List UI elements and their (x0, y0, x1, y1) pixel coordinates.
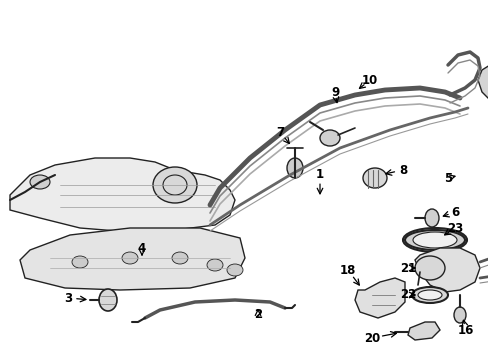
Ellipse shape (319, 130, 339, 146)
Ellipse shape (402, 228, 466, 252)
Polygon shape (20, 228, 244, 290)
Text: 3: 3 (64, 292, 72, 305)
Ellipse shape (453, 307, 465, 323)
Text: 7: 7 (275, 126, 284, 139)
Ellipse shape (30, 175, 50, 189)
Ellipse shape (153, 167, 197, 203)
Polygon shape (354, 278, 404, 318)
Ellipse shape (286, 158, 303, 178)
Ellipse shape (424, 209, 438, 227)
Polygon shape (407, 322, 439, 340)
Ellipse shape (172, 252, 187, 264)
Ellipse shape (411, 287, 447, 303)
Ellipse shape (417, 290, 441, 300)
Polygon shape (414, 248, 479, 292)
Text: 9: 9 (330, 85, 339, 99)
Ellipse shape (226, 264, 243, 276)
Ellipse shape (414, 256, 444, 280)
Ellipse shape (206, 259, 223, 271)
Text: 18: 18 (339, 264, 355, 276)
Text: 5: 5 (443, 171, 451, 184)
Text: 16: 16 (457, 324, 473, 337)
Text: 6: 6 (450, 206, 458, 219)
Polygon shape (10, 158, 235, 232)
Text: 2: 2 (253, 309, 262, 321)
Text: 22: 22 (399, 288, 415, 302)
Text: 4: 4 (138, 242, 146, 255)
Ellipse shape (412, 232, 456, 248)
Text: 21: 21 (399, 261, 415, 274)
Text: 1: 1 (315, 168, 324, 181)
Text: 23: 23 (446, 221, 462, 234)
Ellipse shape (122, 252, 138, 264)
Ellipse shape (72, 256, 88, 268)
Polygon shape (477, 60, 488, 102)
Ellipse shape (362, 168, 386, 188)
Text: 8: 8 (398, 163, 407, 176)
Text: 20: 20 (363, 332, 379, 345)
Text: 10: 10 (361, 73, 377, 86)
Ellipse shape (99, 289, 117, 311)
